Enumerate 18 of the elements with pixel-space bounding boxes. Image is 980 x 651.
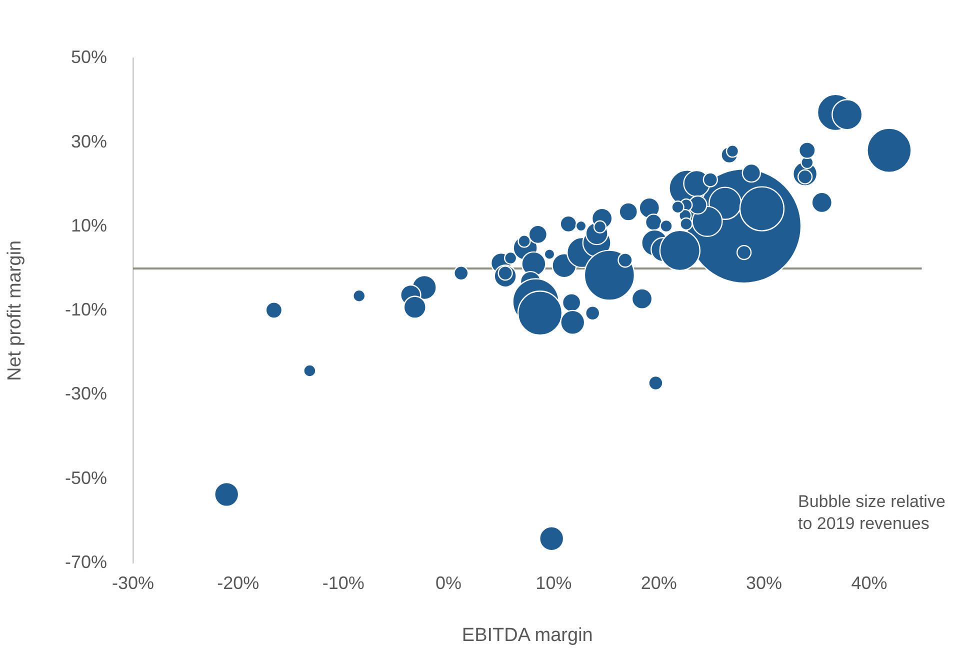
x-tick-label: 30% — [746, 572, 782, 593]
y-tick-label: -50% — [64, 468, 107, 488]
y-axis-title: Net profit margin — [4, 240, 26, 381]
annotation: Bubble size relative to 2019 revenues — [798, 491, 946, 535]
x-tick-label: 40% — [851, 572, 888, 593]
x-axis-title: EBITDA margin — [462, 624, 593, 646]
y-tick-label: -30% — [64, 384, 107, 404]
x-tick-label: 0% — [436, 572, 462, 593]
y-tick-label: 10% — [70, 215, 107, 236]
x-tick-label: -30% — [112, 572, 154, 593]
x-tick-label: 10% — [536, 572, 572, 593]
x-tick-label: -20% — [217, 572, 260, 593]
x-tick-label: -10% — [322, 572, 364, 593]
y-tick-label: 30% — [70, 131, 107, 152]
y-tick-label: -70% — [64, 552, 107, 572]
x-tick-label: 20% — [640, 572, 677, 593]
y-tick-label: 50% — [70, 47, 107, 68]
y-tick-label: -10% — [64, 300, 107, 320]
